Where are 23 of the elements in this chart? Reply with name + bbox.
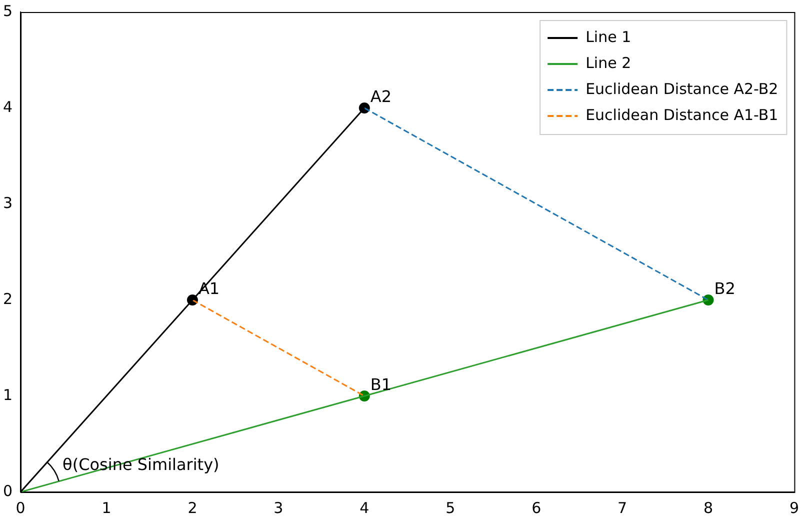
legend-label: Euclidean Distance A2-B2 bbox=[586, 80, 778, 98]
legend-label: Line 2 bbox=[586, 54, 632, 72]
x-tick-label: 5 bbox=[446, 498, 456, 517]
x-tick-label: 8 bbox=[703, 498, 714, 517]
legend-label: Euclidean Distance A1-B1 bbox=[586, 106, 778, 124]
x-tick-label: 2 bbox=[188, 498, 198, 517]
x-tick-label: 1 bbox=[102, 498, 112, 517]
y-tick-label: 2 bbox=[2, 290, 13, 308]
x-tick-label: 9 bbox=[789, 498, 799, 517]
x-tick-label: 6 bbox=[532, 498, 542, 517]
annotation: B1 bbox=[370, 375, 392, 394]
x-tick-label: 4 bbox=[360, 498, 370, 517]
y-tick-label: 1 bbox=[2, 386, 13, 404]
annotation: A2 bbox=[370, 87, 392, 106]
y-tick-label: 4 bbox=[2, 98, 13, 116]
annotation: B2 bbox=[714, 279, 736, 298]
y-tick-label: 5 bbox=[2, 2, 13, 20]
x-tick-label: 0 bbox=[16, 498, 26, 517]
legend-label: Line 1 bbox=[586, 28, 632, 46]
x-tick-label: 7 bbox=[618, 498, 628, 517]
y-tick-label: 0 bbox=[2, 482, 13, 500]
x-tick-label: 3 bbox=[274, 498, 284, 517]
y-tick-label: 3 bbox=[2, 194, 13, 212]
